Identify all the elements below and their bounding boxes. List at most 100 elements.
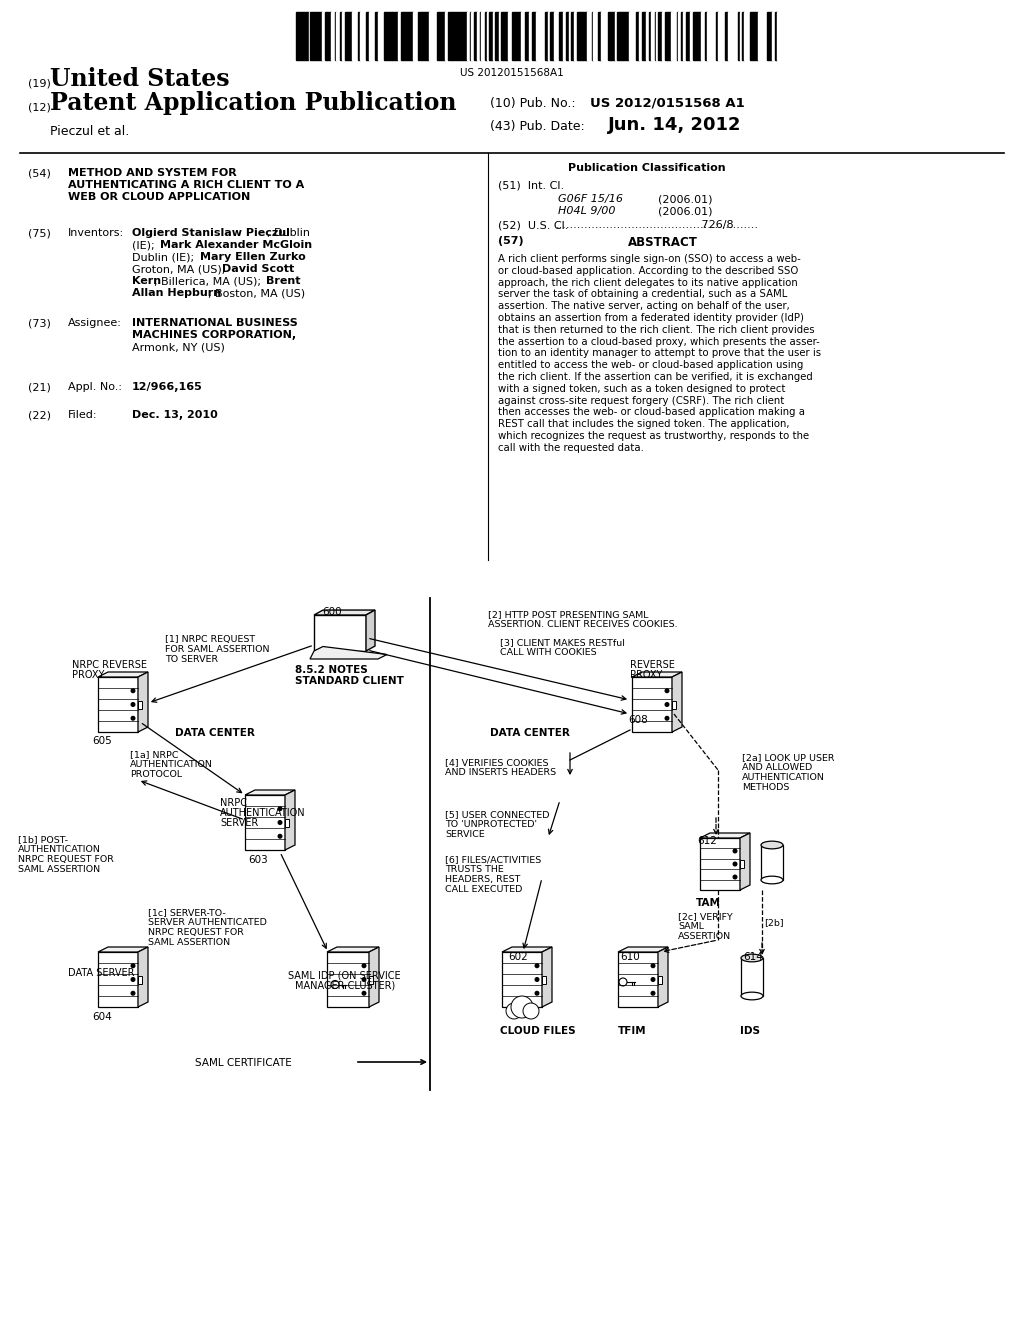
- Circle shape: [523, 1003, 539, 1019]
- Circle shape: [536, 964, 539, 968]
- Bar: [755, 12, 758, 59]
- Text: SAML ASSERTION: SAML ASSERTION: [148, 939, 230, 946]
- Bar: [501, 12, 503, 59]
- Text: against cross-site request forgery (CSRF). The rich client: against cross-site request forgery (CSRF…: [498, 396, 784, 405]
- Text: Inventors:: Inventors:: [68, 228, 124, 238]
- Text: that is then returned to the rich client. The rich client provides: that is then returned to the rich client…: [498, 325, 815, 335]
- Bar: [510, 12, 512, 59]
- Bar: [712, 12, 716, 59]
- Polygon shape: [314, 615, 366, 651]
- Bar: [752, 12, 754, 59]
- Bar: [728, 12, 730, 59]
- Text: Brent: Brent: [266, 276, 300, 286]
- Bar: [568, 12, 570, 59]
- Polygon shape: [740, 833, 750, 890]
- Bar: [561, 12, 562, 59]
- Bar: [554, 12, 555, 59]
- Bar: [414, 12, 416, 59]
- Polygon shape: [245, 795, 285, 850]
- Text: Olgierd Stanislaw Pieczul: Olgierd Stanislaw Pieczul: [132, 228, 290, 238]
- Bar: [695, 12, 697, 59]
- Bar: [740, 861, 744, 869]
- Bar: [312, 12, 315, 59]
- Text: REST call that includes the signed token. The application,: REST call that includes the signed token…: [498, 420, 790, 429]
- Text: [2c] VERIFY: [2c] VERIFY: [678, 912, 733, 921]
- Bar: [618, 12, 622, 59]
- Bar: [406, 12, 410, 59]
- Text: AUTHENTICATION: AUTHENTICATION: [130, 760, 213, 770]
- Text: [3] CLIENT MAKES RESTful: [3] CLIENT MAKES RESTful: [500, 638, 625, 647]
- Text: (19): (19): [28, 78, 51, 88]
- Bar: [342, 12, 345, 59]
- Bar: [690, 12, 693, 59]
- Bar: [662, 12, 666, 59]
- Bar: [439, 12, 442, 59]
- Bar: [542, 975, 546, 983]
- Text: STANDARD CLIENT: STANDARD CLIENT: [295, 676, 403, 686]
- Bar: [325, 12, 328, 59]
- Text: [4] VERIFIES COOKIES: [4] VERIFIES COOKIES: [445, 758, 549, 767]
- Text: A rich client performs single sign-on (SSO) to access a web-: A rich client performs single sign-on (S…: [498, 253, 801, 264]
- Text: 12/966,165: 12/966,165: [132, 381, 203, 392]
- Text: Publication Classification: Publication Classification: [568, 162, 726, 173]
- Bar: [375, 12, 379, 59]
- Bar: [761, 12, 764, 59]
- Bar: [622, 12, 624, 59]
- Bar: [388, 12, 392, 59]
- Bar: [445, 12, 449, 59]
- Text: (43) Pub. Date:: (43) Pub. Date:: [490, 120, 585, 133]
- Polygon shape: [618, 946, 668, 952]
- Text: PROXY: PROXY: [630, 671, 663, 680]
- Bar: [508, 12, 510, 59]
- Bar: [750, 12, 752, 59]
- Text: Patent Application Publication: Patent Application Publication: [50, 91, 457, 115]
- Bar: [595, 12, 598, 59]
- Bar: [349, 12, 352, 59]
- Text: obtains an assertion from a federated identity provider (IdP): obtains an assertion from a federated id…: [498, 313, 804, 323]
- Text: 612: 612: [697, 836, 717, 846]
- Polygon shape: [138, 672, 148, 733]
- Circle shape: [131, 964, 135, 968]
- Bar: [519, 12, 521, 59]
- Text: AND INSERTS HEADERS: AND INSERTS HEADERS: [445, 768, 556, 777]
- Text: TFIM: TFIM: [618, 1026, 646, 1036]
- Circle shape: [131, 689, 135, 693]
- Circle shape: [733, 875, 737, 879]
- Text: (73): (73): [28, 318, 51, 327]
- Bar: [743, 12, 745, 59]
- Bar: [771, 12, 775, 59]
- Circle shape: [651, 964, 654, 968]
- Text: PROTOCOL: PROTOCOL: [130, 770, 182, 779]
- Text: (2006.01): (2006.01): [658, 194, 713, 205]
- Bar: [474, 12, 477, 59]
- Text: METHOD AND SYSTEM FOR: METHOD AND SYSTEM FOR: [68, 168, 237, 178]
- Text: ASSERTION: ASSERTION: [678, 932, 731, 941]
- Bar: [506, 12, 508, 59]
- Polygon shape: [327, 952, 369, 1007]
- Text: or cloud-based application. According to the described SSO: or cloud-based application. According to…: [498, 265, 799, 276]
- Bar: [611, 12, 614, 59]
- Polygon shape: [327, 946, 379, 952]
- Bar: [555, 12, 559, 59]
- Bar: [429, 12, 432, 59]
- Text: IDS: IDS: [740, 1026, 760, 1036]
- Bar: [463, 12, 465, 59]
- Bar: [608, 12, 611, 59]
- Text: MANAGER CLUSTER): MANAGER CLUSTER): [295, 979, 395, 990]
- Bar: [601, 12, 603, 59]
- Text: REVERSE: REVERSE: [630, 660, 675, 671]
- Bar: [545, 12, 547, 59]
- Text: (22): (22): [28, 411, 51, 420]
- Text: ........................................................: ........................................…: [556, 220, 759, 230]
- Circle shape: [666, 689, 669, 693]
- Bar: [593, 12, 595, 59]
- Bar: [581, 12, 583, 59]
- Polygon shape: [310, 647, 387, 659]
- Bar: [683, 12, 686, 59]
- Text: United States: United States: [50, 67, 229, 91]
- Bar: [639, 12, 642, 59]
- Bar: [467, 12, 470, 59]
- Bar: [737, 12, 739, 59]
- Text: with a signed token, such as a token designed to protect: with a signed token, such as a token des…: [498, 384, 785, 393]
- Bar: [658, 12, 662, 59]
